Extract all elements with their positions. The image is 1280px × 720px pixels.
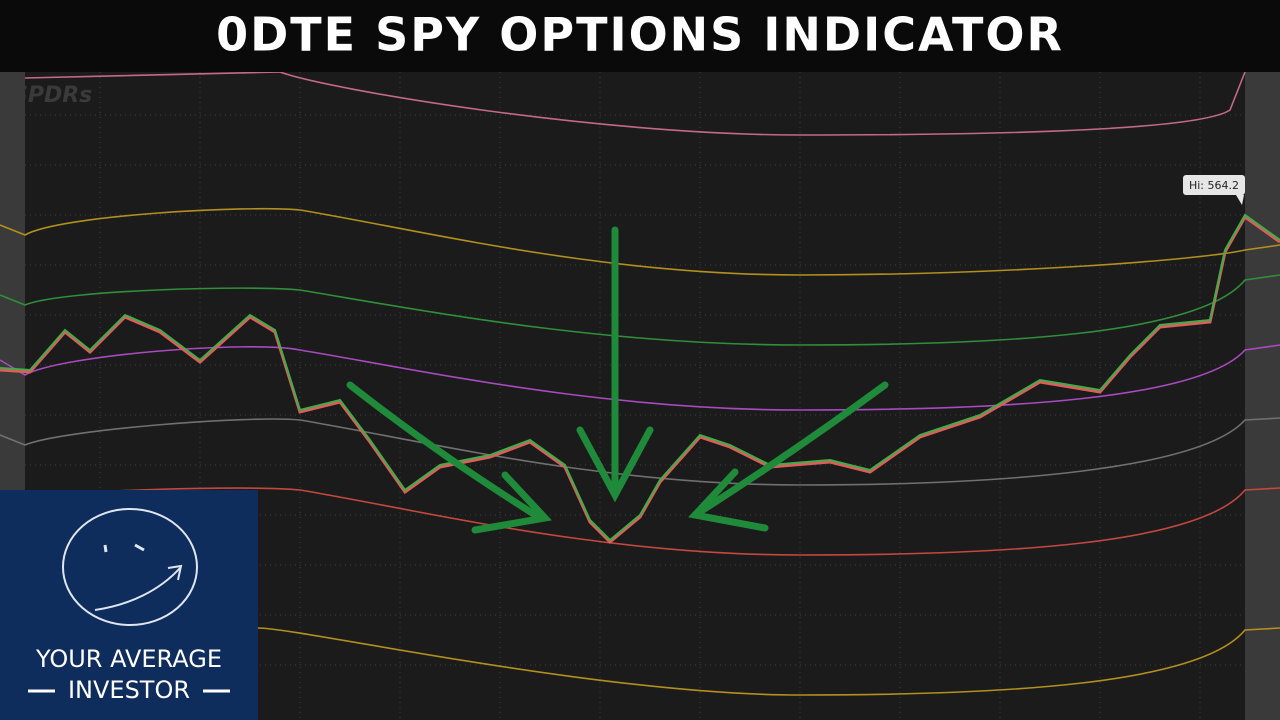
logo-smile <box>94 564 183 611</box>
logo-box <box>0 490 258 720</box>
watermark: SPDRs <box>12 83 92 108</box>
logo-line1: YOUR AVERAGE <box>35 645 222 673</box>
price-line-down <box>0 214 1280 545</box>
high-label: Hi: 564.2 <box>1183 175 1245 205</box>
band-line <box>24 71 1246 136</box>
title-bar <box>0 0 1280 72</box>
logo-line2: INVESTOR <box>68 676 190 704</box>
arrow-head <box>576 426 654 503</box>
arrow <box>346 381 544 522</box>
logo-eyes <box>103 543 145 553</box>
band-line <box>0 417 1280 486</box>
price-line-up <box>0 213 1280 542</box>
label-box <box>1183 175 1245 195</box>
title: 0DTE SPY OPTIONS INDICATOR <box>216 8 1064 62</box>
high-label-text: Hi: 564.2 <box>1189 179 1239 192</box>
right-strip <box>1245 72 1280 720</box>
arrows <box>346 226 889 534</box>
band-line <box>24 487 1280 556</box>
band-line <box>0 274 1280 346</box>
label-pointer <box>1236 195 1244 205</box>
band-line <box>0 207 1280 276</box>
bands <box>0 71 1280 696</box>
logo: YOUR AVERAGE INVESTOR <box>0 490 258 720</box>
arrow-head <box>688 468 769 532</box>
arrow <box>691 381 889 519</box>
arrow-head <box>471 471 552 534</box>
logo-circle <box>62 508 198 626</box>
band-line <box>257 627 1280 696</box>
